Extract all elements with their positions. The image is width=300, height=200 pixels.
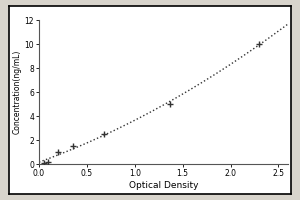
X-axis label: Optical Density: Optical Density bbox=[129, 181, 198, 190]
Y-axis label: Concentration(ng/mL): Concentration(ng/mL) bbox=[13, 50, 22, 134]
